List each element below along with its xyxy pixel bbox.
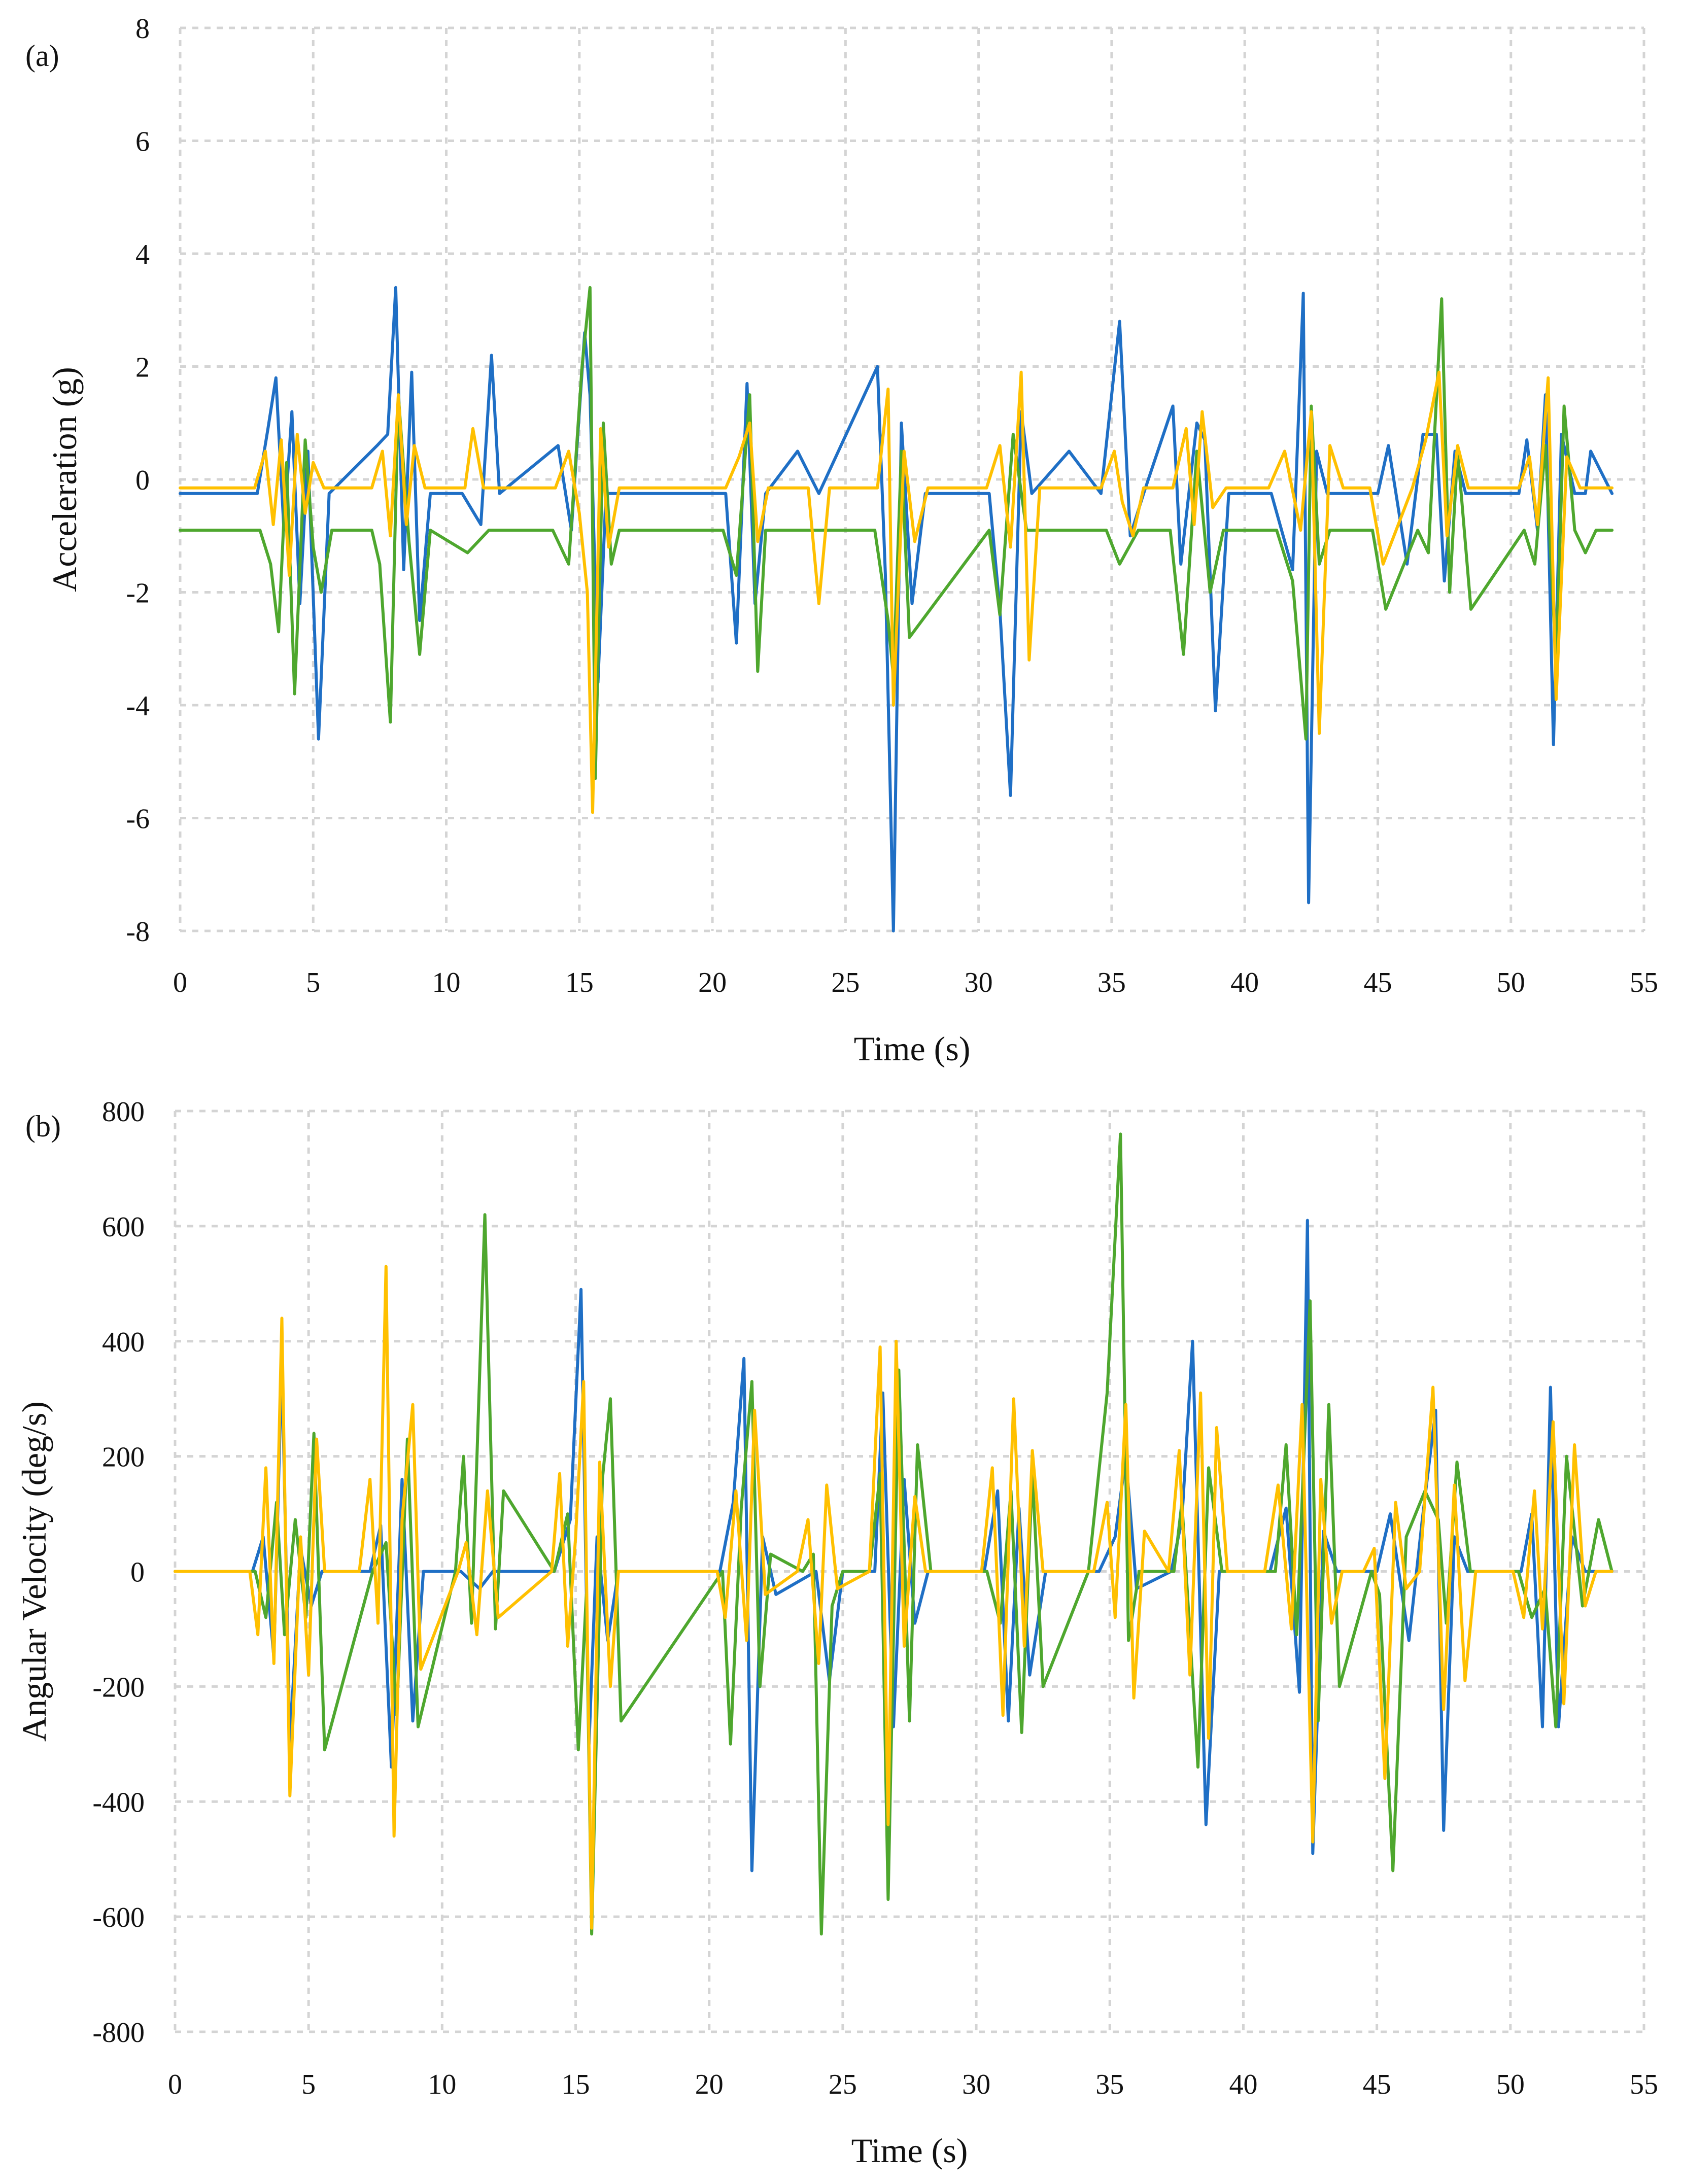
series-line-3 bbox=[179, 370, 1614, 814]
x-tick-label: 55 bbox=[1630, 2069, 1658, 2100]
x-tick-label: 20 bbox=[695, 2069, 724, 2100]
y-axis-title: Acceleration (g) bbox=[45, 367, 84, 592]
x-tick-label: 30 bbox=[962, 2069, 990, 2100]
x-tick-label: 25 bbox=[831, 967, 860, 998]
x-tick-label: 10 bbox=[432, 967, 461, 998]
x-tick-label: 40 bbox=[1230, 967, 1259, 998]
y-tick-label: 2 bbox=[135, 352, 150, 384]
y-tick-label: 4 bbox=[135, 239, 150, 270]
y-tick-label: 0 bbox=[130, 1557, 145, 1588]
y-tick-label: 800 bbox=[102, 1096, 145, 1128]
series-line-3 bbox=[174, 1265, 1614, 1930]
x-axis-title: Time (s) bbox=[851, 2131, 968, 2170]
x-tick-label: 5 bbox=[306, 967, 320, 998]
y-tick-label: -2 bbox=[126, 578, 150, 609]
y-tick-label: -800 bbox=[92, 2017, 145, 2049]
series-line-2 bbox=[179, 286, 1614, 780]
x-tick-label: 55 bbox=[1630, 967, 1658, 998]
panel-label: (a) bbox=[25, 39, 59, 73]
y-tick-label: 400 bbox=[102, 1327, 145, 1358]
y-tick-label: 600 bbox=[102, 1211, 145, 1243]
panel-b-chart: 800 600 400 200 0 -200 -400 -600 -800 0 5 10 15 20 25 3… bbox=[15, 1096, 1658, 2170]
x-tick-label: 50 bbox=[1496, 2069, 1525, 2100]
y-tick-label: 8 bbox=[135, 13, 150, 45]
x-tick-label: 35 bbox=[1095, 2069, 1124, 2100]
y-tick-label: -600 bbox=[92, 1902, 145, 1933]
x-axis-title: Time (s) bbox=[854, 1029, 971, 1068]
x-tick-label: 30 bbox=[965, 967, 993, 998]
x-tick-label: 0 bbox=[168, 2069, 182, 2100]
x-tick-label: 10 bbox=[428, 2069, 456, 2100]
y-tick-label: 0 bbox=[135, 465, 150, 496]
x-tick-label: 45 bbox=[1363, 967, 1392, 998]
x-tick-label: 40 bbox=[1229, 2069, 1257, 2100]
y-tick-label: -4 bbox=[126, 690, 150, 722]
y-tick-label: -6 bbox=[126, 804, 150, 835]
y-axis-title: Angular Velocity (deg/s) bbox=[15, 1401, 53, 1742]
gridlines bbox=[174, 1110, 1645, 2033]
y-tick-label: 6 bbox=[135, 126, 150, 158]
x-tick-label: 35 bbox=[1097, 967, 1126, 998]
y-tick-label: -200 bbox=[92, 1672, 145, 1703]
series-line-1 bbox=[179, 286, 1614, 932]
series-line-2 bbox=[174, 1132, 1614, 1936]
series-line-1 bbox=[174, 1219, 1614, 1873]
x-tick-label: 15 bbox=[562, 2069, 590, 2100]
x-tick-label: 15 bbox=[565, 967, 594, 998]
panel-label: (b) bbox=[25, 1110, 61, 1143]
y-tick-label: 200 bbox=[102, 1442, 145, 1473]
x-tick-label: 20 bbox=[698, 967, 727, 998]
x-tick-label: 50 bbox=[1497, 967, 1525, 998]
x-tick-label: 25 bbox=[829, 2069, 857, 2100]
x-tick-label: 45 bbox=[1363, 2069, 1391, 2100]
x-tick-label: 5 bbox=[301, 2069, 316, 2100]
y-tick-label: -8 bbox=[126, 916, 150, 948]
y-tick-label: -400 bbox=[92, 1787, 145, 1818]
x-tick-label: 0 bbox=[173, 967, 187, 998]
